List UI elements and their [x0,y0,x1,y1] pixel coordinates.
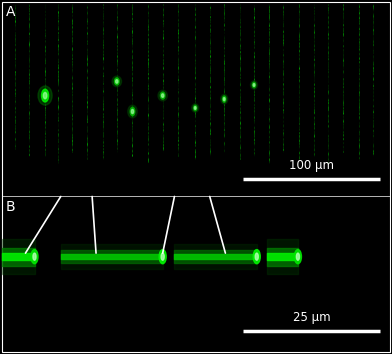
Ellipse shape [130,107,135,116]
Ellipse shape [161,253,164,260]
Ellipse shape [160,92,165,99]
Ellipse shape [42,89,49,102]
Ellipse shape [158,90,167,101]
Ellipse shape [131,109,134,114]
Text: B: B [6,200,16,214]
Ellipse shape [294,250,301,264]
Ellipse shape [33,253,36,260]
Ellipse shape [38,86,52,105]
Ellipse shape [114,78,119,85]
Ellipse shape [296,253,299,260]
Text: A: A [6,5,15,19]
Ellipse shape [43,92,47,99]
Ellipse shape [221,95,228,104]
Ellipse shape [223,97,225,101]
Text: 100 μm: 100 μm [289,159,334,172]
Ellipse shape [252,82,256,88]
Ellipse shape [159,250,166,264]
Ellipse shape [193,105,197,111]
Ellipse shape [162,94,164,97]
Ellipse shape [192,104,199,112]
Ellipse shape [128,105,137,118]
Ellipse shape [250,81,258,89]
Ellipse shape [253,84,255,86]
Ellipse shape [222,96,226,102]
Ellipse shape [253,250,260,264]
Text: 25 μm: 25 μm [293,311,330,324]
Ellipse shape [31,250,38,264]
Ellipse shape [112,76,122,87]
Ellipse shape [255,253,258,260]
Ellipse shape [116,80,118,83]
Ellipse shape [194,107,196,109]
